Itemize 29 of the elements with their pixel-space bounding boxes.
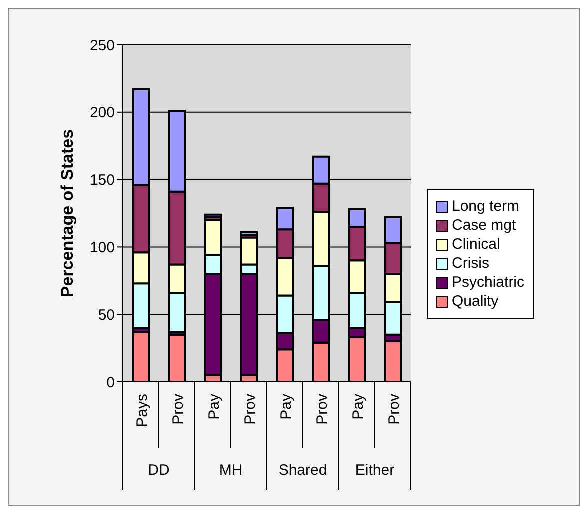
y-tick-label: 250	[90, 37, 115, 54]
bar	[240, 231, 258, 236]
y-tick-label: 100	[90, 240, 115, 257]
text: Shared	[278, 462, 328, 479]
legend-label: Crisis	[452, 255, 490, 272]
x-tick-label: Pay	[350, 394, 367, 420]
y-tick-label: 200	[90, 104, 115, 122]
y-tick-label: 50	[98, 306, 115, 324]
text: Either	[355, 462, 395, 479]
bar	[168, 334, 186, 382]
y-axis-title: Percentage of States	[58, 129, 78, 298]
text: DD	[148, 462, 170, 479]
legend-label: Long term	[452, 198, 520, 215]
x-tick-label: Prov	[314, 394, 331, 425]
x-tick-label: Pay	[278, 394, 295, 420]
x-tick-label: Prov	[242, 394, 259, 425]
legend-label: Case mgt	[452, 217, 516, 234]
y-tick-label: 0	[106, 374, 115, 392]
bar	[204, 214, 222, 219]
legend-label: Quality	[452, 293, 499, 310]
text: MH	[219, 462, 243, 479]
legend-label: Psychiatric	[452, 274, 525, 291]
y-tick-label: 150	[90, 172, 115, 190]
x-tick-label: Pay	[206, 394, 223, 420]
legend-label: Clinical	[452, 236, 500, 253]
bar	[132, 331, 150, 382]
x-tick-label: Prov	[170, 394, 187, 425]
x-tick-label: Pays	[134, 394, 151, 428]
x-tick-label: Prov	[386, 394, 403, 425]
